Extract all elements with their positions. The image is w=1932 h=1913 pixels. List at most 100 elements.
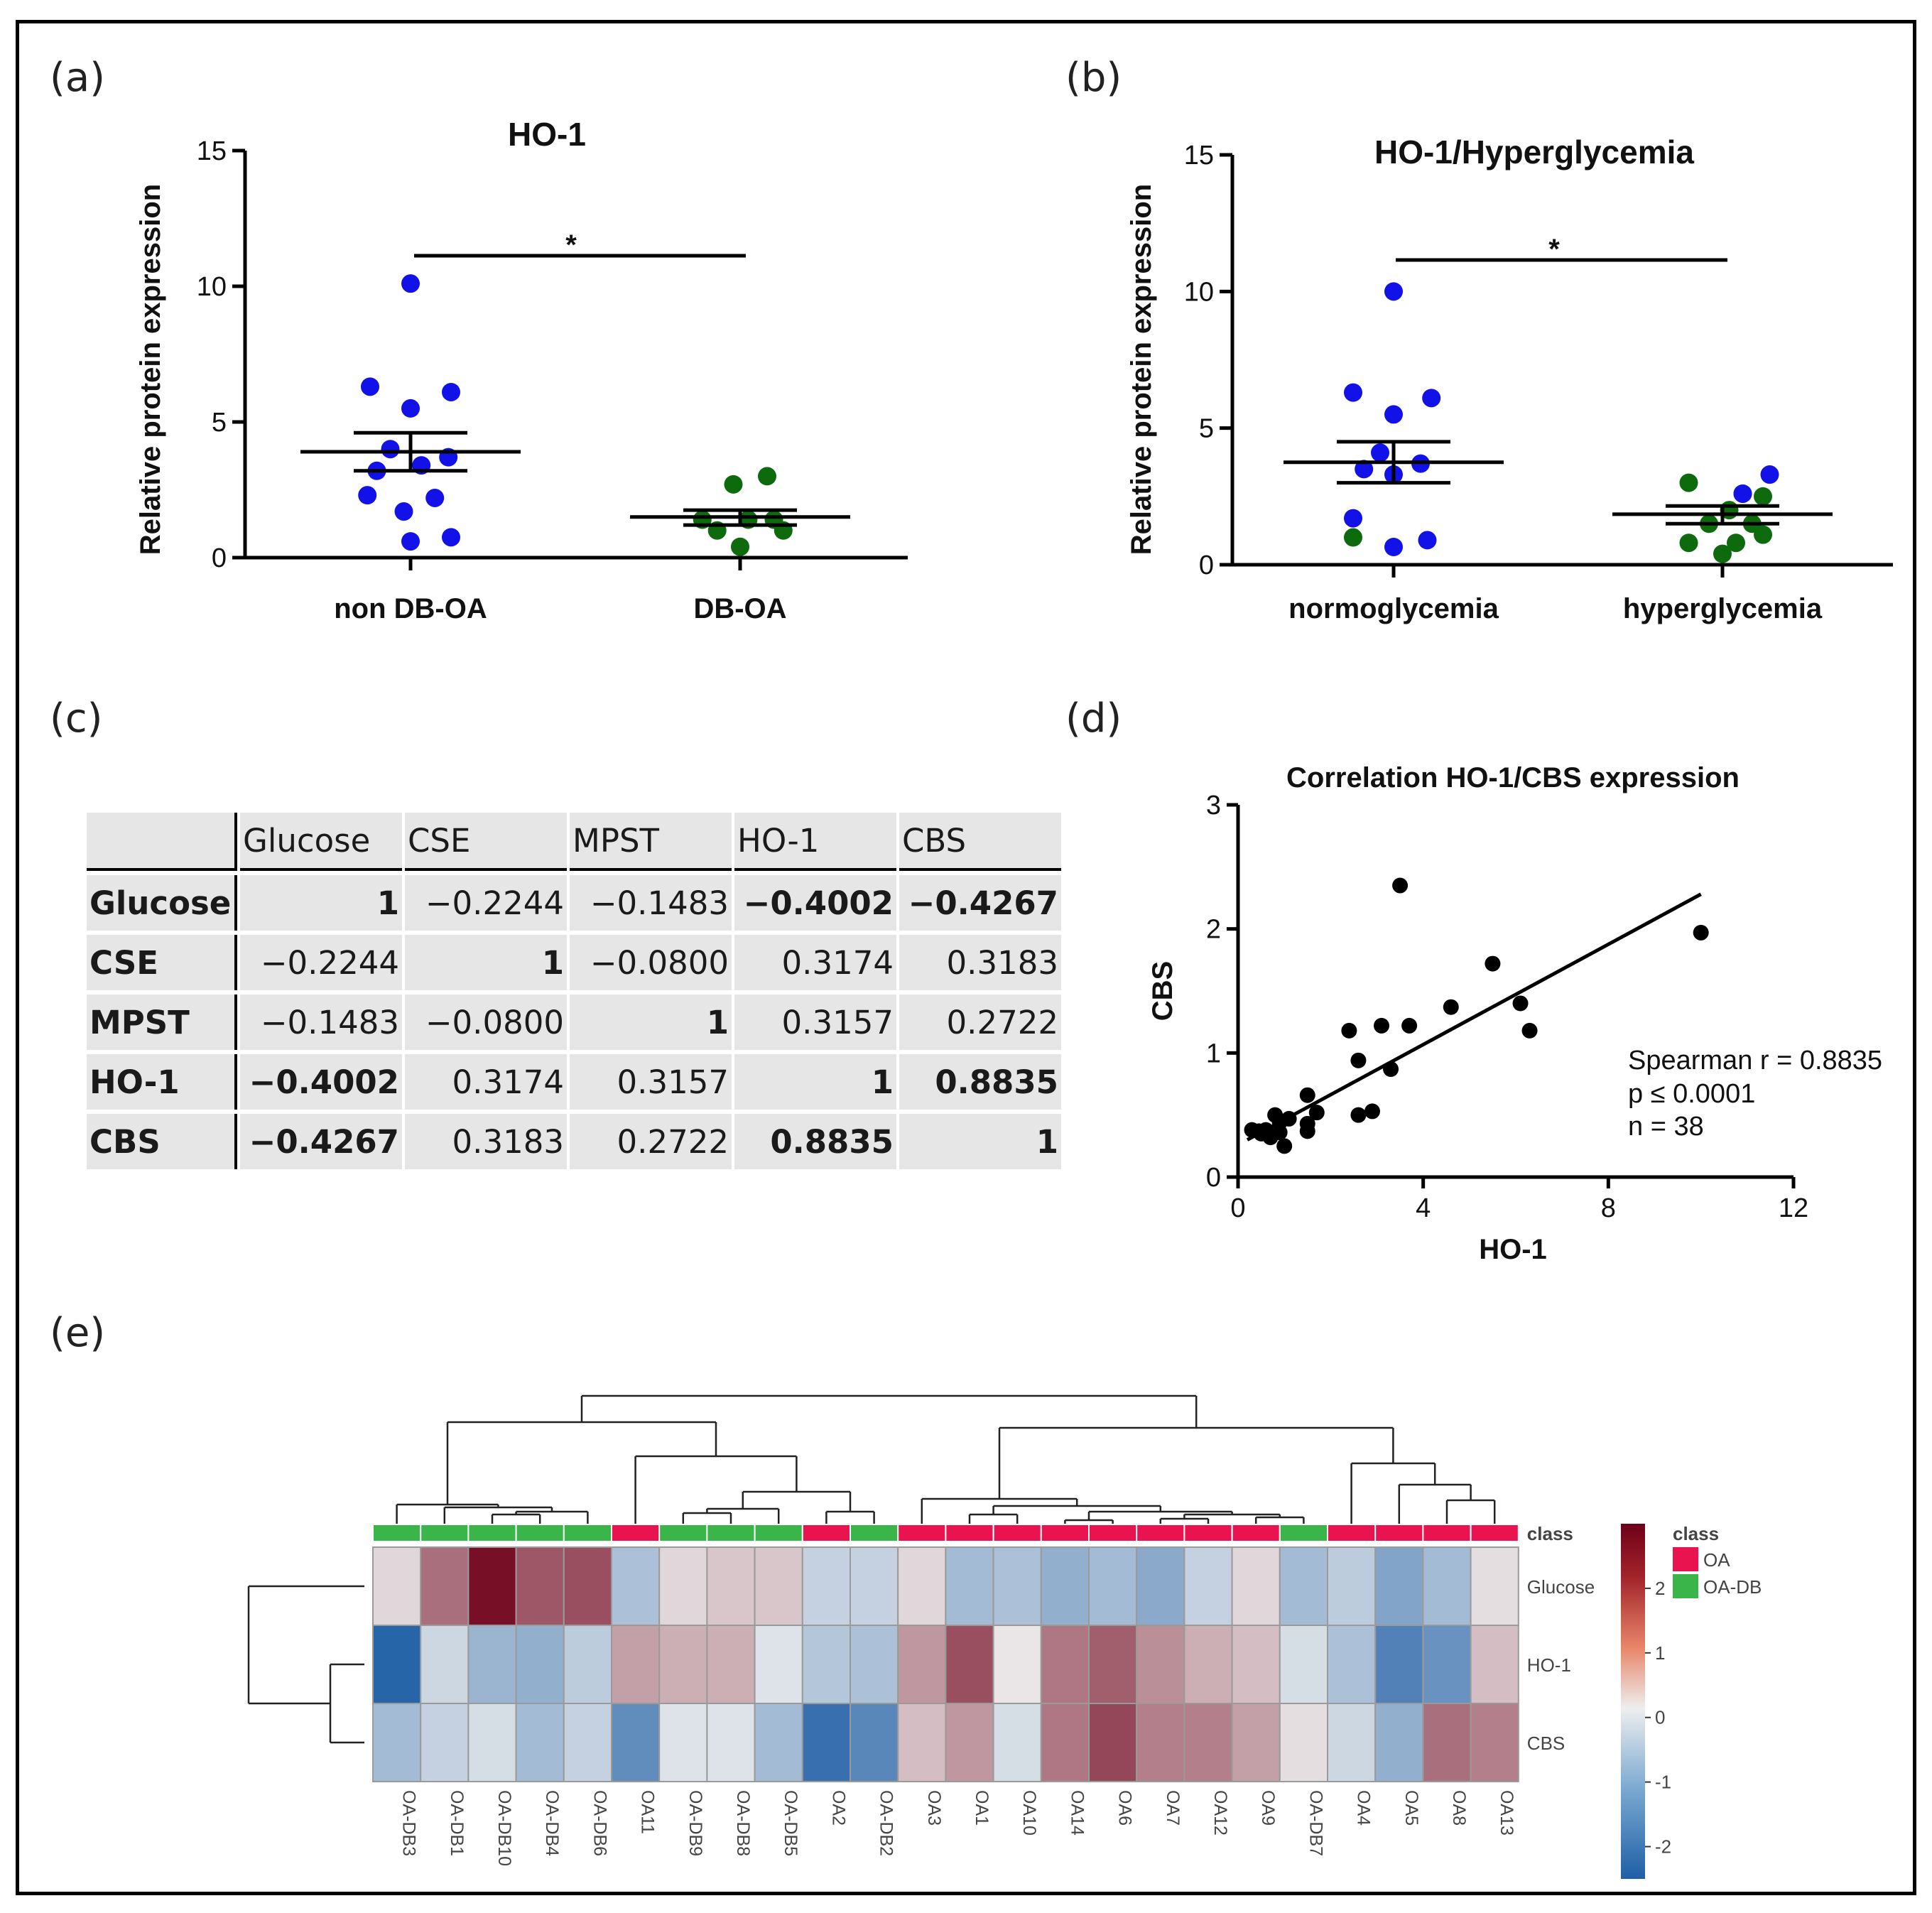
class-legend-swatch (1673, 1574, 1698, 1598)
chart-a-point (381, 440, 400, 459)
table-col-header: CSE (405, 813, 567, 871)
heatmap-cell (897, 1703, 947, 1782)
chart-b-ylabel: Relative protein expression (1126, 184, 1157, 555)
class-bar-cell (515, 1524, 565, 1542)
chart-d-annotation: n = 38 (1628, 1112, 1704, 1142)
table-col-header: Glucose (240, 813, 402, 871)
table-cell: −0.1483 (570, 875, 732, 931)
chart-a-point (442, 382, 460, 401)
chart-b-ytick-label: 10 (1184, 277, 1214, 307)
chart-d-point (1485, 955, 1501, 972)
heatmap-cell (1279, 1625, 1329, 1704)
class-bar-cell (1040, 1524, 1090, 1542)
heatmap-cell (1231, 1546, 1281, 1626)
table-cell: 1 (240, 875, 402, 931)
panel-label-d: (d) (1065, 695, 1122, 742)
chart-b-point (1727, 533, 1745, 553)
chart-d-ytick-label: 3 (1206, 791, 1221, 820)
heatmap-column-label: OA-DB10 (494, 1790, 514, 1866)
heatmap-column-label: OA8 (1449, 1790, 1469, 1826)
chart-a-point (442, 528, 460, 547)
chart-d-point (1299, 1123, 1315, 1139)
table-cell: 0.3174 (405, 1054, 567, 1110)
table-row-header: HO-1 (87, 1054, 237, 1110)
chart-b-point (1733, 484, 1752, 503)
chart-d-point (1276, 1138, 1293, 1154)
chart-d-xlabel: HO-1 (1479, 1234, 1547, 1265)
panel-label-b: (b) (1065, 55, 1122, 101)
heatmap-cell (1279, 1546, 1329, 1626)
chart-d-point (1364, 1103, 1380, 1120)
chart-b-point (1344, 383, 1362, 402)
table-cell: −0.4267 (899, 875, 1061, 931)
heatmap-cell (515, 1625, 565, 1704)
heatmap-cell (992, 1625, 1042, 1704)
heatmap-cell (1040, 1625, 1090, 1704)
panel-label-c: (c) (50, 695, 102, 742)
table-cell: 0.8835 (899, 1054, 1061, 1110)
heatmap-cell (1231, 1625, 1281, 1704)
heatmap-column-label: OA9 (1258, 1790, 1278, 1826)
heatmap-column-label: OA12 (1210, 1790, 1230, 1836)
heatmap-cell (467, 1546, 517, 1626)
class-bar-cell (1183, 1524, 1233, 1542)
heatmap-cell (1088, 1625, 1138, 1704)
table-col-header: HO-1 (734, 813, 896, 871)
color-legend-tick-label: -2 (1655, 1836, 1671, 1858)
class-bar-cell (897, 1524, 947, 1542)
heatmap-cell (1470, 1546, 1519, 1626)
heatmap-cell (515, 1546, 565, 1626)
chart-b-point (1754, 525, 1772, 544)
chart-b-point (1384, 405, 1403, 424)
heatmap-cell (563, 1546, 612, 1626)
chart-b-point (1418, 531, 1437, 550)
color-legend-tick-label: -1 (1655, 1772, 1671, 1793)
table-row-header: Glucose (87, 875, 237, 931)
chart-d-xtick-label: 0 (1230, 1193, 1245, 1223)
chart-b-point (1679, 533, 1698, 553)
heatmap-cell (1231, 1703, 1281, 1782)
heatmap-column-label: OA10 (1019, 1790, 1039, 1836)
heatmap-column-label: OA6 (1115, 1790, 1135, 1826)
heatmap-cell (1422, 1546, 1472, 1626)
class-legend-title: class (1673, 1523, 1719, 1544)
chart-d-point (1299, 1087, 1315, 1103)
heatmap-cell (706, 1703, 756, 1782)
heatmap-cell (1183, 1703, 1233, 1782)
color-legend-tick-label: 2 (1655, 1578, 1665, 1599)
chart-d-point (1443, 999, 1459, 1015)
heatmap-column-label: OA11 (638, 1790, 658, 1834)
table-cell: 0.2722 (899, 995, 1061, 1050)
heatmap-cell (467, 1625, 517, 1704)
color-legend-tick-label: 1 (1655, 1642, 1665, 1664)
chart-d-ylabel: CBS (1147, 961, 1178, 1021)
heatmap-cell (801, 1546, 852, 1626)
table-cell: 1 (570, 995, 732, 1050)
heatmap-cell (1183, 1625, 1233, 1704)
heatmap-column-label: OA3 (924, 1790, 944, 1826)
chart-d-point (1521, 1022, 1538, 1039)
heatmap-cell (1040, 1546, 1090, 1626)
heatmap-cell (1327, 1546, 1377, 1626)
heatmap-cell (706, 1546, 756, 1626)
chart-d-fit-line (1246, 892, 1702, 1142)
heatmap-column-label: OA14 (1067, 1790, 1087, 1836)
chart-d-annotation: Spearman r = 0.8835 (1628, 1046, 1882, 1075)
table-header-row: Glucose CSE MPST HO-1 CBS (87, 813, 1061, 871)
heatmap-column-label: OA-DB3 (399, 1790, 419, 1856)
table-cell: 0.8835 (734, 1114, 896, 1169)
chart-b-point (1754, 487, 1772, 506)
heatmap-cell (1422, 1625, 1472, 1704)
heatmap-cell (1136, 1625, 1185, 1704)
heatmap-row-label: Glucose (1527, 1576, 1595, 1598)
chart-d-ytick-label: 2 (1206, 915, 1221, 945)
class-bar-cell (563, 1524, 612, 1542)
heatmap-cell (992, 1703, 1042, 1782)
heatmap-row-label: HO-1 (1527, 1654, 1571, 1676)
heatmap-cell (1136, 1703, 1185, 1782)
panel-label-a: (a) (50, 55, 105, 101)
chart-b-point (1344, 509, 1362, 528)
heatmap-cell (1422, 1703, 1472, 1782)
